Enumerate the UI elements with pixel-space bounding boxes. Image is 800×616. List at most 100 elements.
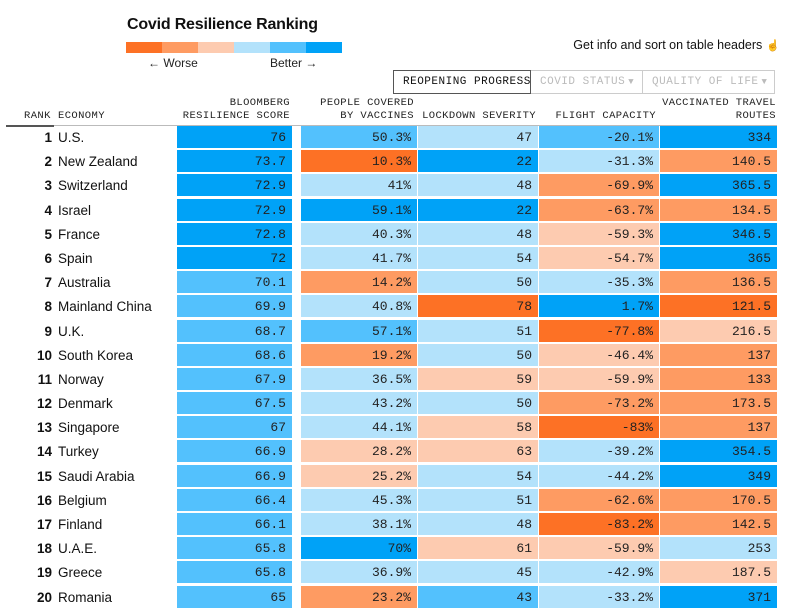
economy-cell: Israel <box>58 202 92 218</box>
header-line: BY VACCINES <box>340 110 414 122</box>
rank-cell: 15 <box>36 468 52 484</box>
score-cell: 67.9 <box>177 367 292 391</box>
rank-cell: 2 <box>44 154 52 170</box>
lockdown-cell: 51 <box>418 319 538 343</box>
flight-cell: -63.7% <box>539 198 659 222</box>
score-cell: 65.8 <box>177 561 292 585</box>
header-flight-capacity[interactable]: FLIGHT CAPACITY <box>555 110 656 122</box>
rank-cell: 18 <box>36 541 52 557</box>
routes-cell: 137 <box>660 343 777 367</box>
flight-cell: -44.2% <box>539 464 659 488</box>
score-cell: 68.7 <box>177 319 292 343</box>
vaccines-cell: 40.3% <box>301 222 417 246</box>
economy-cell: U.A.E. <box>58 541 98 557</box>
routes-cell: 140.5 <box>660 150 777 174</box>
rank-cell: 4 <box>44 202 52 218</box>
tab-quality-of-life[interactable]: QUALITY OF LIFE ▼ <box>643 70 775 94</box>
rank-cell: 12 <box>36 396 52 412</box>
economy-cell: New Zealand <box>58 154 138 170</box>
economy-cell: U.S. <box>58 130 85 145</box>
score-cell: 70.1 <box>177 271 292 295</box>
flight-cell: -83.2% <box>539 513 659 536</box>
tab-reopening-progress[interactable]: REOPENING PROGRESS <box>393 70 531 94</box>
rank-cell: 7 <box>44 275 52 291</box>
rank-cell: 5 <box>44 226 52 242</box>
table-row: 3 Switzerland 72.9 41% 48 -69.9% 365.5 <box>0 174 800 198</box>
score-cell: 72 <box>177 246 292 270</box>
header-line: VACCINATED TRAVEL <box>662 97 776 109</box>
rank-cell: 16 <box>36 492 52 508</box>
flight-cell: 1.7% <box>539 295 659 319</box>
sort-hint-text: Get info and sort on table headers <box>573 38 763 52</box>
vaccines-cell: 23.2% <box>301 585 417 609</box>
vaccines-cell: 41% <box>301 174 417 198</box>
economy-cell: South Korea <box>58 347 134 363</box>
flight-cell: -59.9% <box>539 367 659 391</box>
routes-cell: 365.5 <box>660 174 777 198</box>
table-row: 17 Finland 66.1 38.1% 48 -83.2% 142.5 <box>0 513 800 537</box>
lockdown-cell: 50 <box>418 392 538 416</box>
score-cell: 73.7 <box>177 150 292 174</box>
table-row: 10 South Korea 68.6 19.2% 50 -46.4% 137 <box>0 343 800 368</box>
flight-cell: -83% <box>539 416 659 440</box>
rank-cell: 11 <box>37 371 52 387</box>
routes-cell: 142.5 <box>660 513 777 536</box>
header-divider <box>6 125 777 126</box>
legend-swatch <box>198 42 234 53</box>
sort-hint: Get info and sort on table headers ☝ <box>573 38 780 52</box>
routes-cell: 371 <box>660 585 777 609</box>
header-travel-routes[interactable]: VACCINATED TRAVEL ROUTES <box>660 97 776 123</box>
routes-cell: 121.5 <box>660 295 777 319</box>
score-cell: 68.6 <box>177 343 292 367</box>
flight-cell: -33.2% <box>539 585 659 609</box>
routes-cell: 349 <box>660 464 777 488</box>
header-economy[interactable]: ECONOMY <box>58 110 105 122</box>
header-vaccines[interactable]: PEOPLE COVERED BY VACCINES <box>300 97 414 123</box>
economy-cell: Greece <box>58 565 103 581</box>
dropdown-arrow-icon: ▼ <box>761 77 768 87</box>
flight-cell: -31.3% <box>539 150 659 174</box>
vaccines-cell: 44.1% <box>301 416 417 440</box>
score-cell: 66.9 <box>177 440 292 464</box>
score-cell: 72.9 <box>177 174 292 198</box>
routes-cell: 136.5 <box>660 271 777 295</box>
economy-cell: Singapore <box>58 420 120 436</box>
vaccines-cell: 28.2% <box>301 440 417 464</box>
flight-cell: -20.1% <box>539 126 659 149</box>
tab-label: REOPENING PROGRESS <box>403 76 531 88</box>
score-cell: 65.8 <box>177 537 292 561</box>
lockdown-cell: 48 <box>418 222 538 246</box>
lockdown-cell: 50 <box>418 271 538 295</box>
economy-cell: Romania <box>58 589 113 605</box>
economy-cell: Switzerland <box>58 178 128 194</box>
routes-cell: 354.5 <box>660 440 777 464</box>
legend-worse-label: ← Worse <box>148 56 198 70</box>
score-cell: 66.1 <box>177 513 292 536</box>
table-row: 8 Mainland China 69.9 40.8% 78 1.7% 121.5 <box>0 295 800 319</box>
color-legend <box>126 42 342 53</box>
vaccines-cell: 36.9% <box>301 561 417 585</box>
economy-cell: Denmark <box>58 396 113 412</box>
economy-cell: Turkey <box>58 444 99 460</box>
lockdown-cell: 63 <box>418 440 538 464</box>
rank-cell: 9 <box>44 323 52 339</box>
lockdown-cell: 22 <box>418 198 538 222</box>
legend-better-label: Better → <box>270 56 318 70</box>
lockdown-cell: 50 <box>418 343 538 367</box>
economy-cell: Mainland China <box>58 299 152 315</box>
lockdown-cell: 59 <box>418 367 538 391</box>
routes-cell: 133 <box>660 367 777 391</box>
lockdown-cell: 43 <box>418 585 538 609</box>
tab-covid-status[interactable]: COVID STATUS ▼ <box>531 70 643 94</box>
rank-cell: 10 <box>36 347 52 363</box>
header-resilience-score[interactable]: BLOOMBERG RESILIENCE SCORE <box>150 97 290 123</box>
lockdown-cell: 61 <box>418 537 538 561</box>
header-lockdown-severity[interactable]: LOCKDOWN SEVERITY <box>422 110 536 122</box>
header-rank[interactable]: RANK <box>24 110 51 122</box>
flight-cell: -62.6% <box>539 488 659 512</box>
economy-cell: France <box>58 226 101 242</box>
score-cell: 72.8 <box>177 222 292 246</box>
flight-cell: -59.9% <box>539 537 659 561</box>
header-line: BLOOMBERG <box>229 97 290 109</box>
table-row: 5 France 72.8 40.3% 48 -59.3% 346.5 <box>0 222 800 247</box>
